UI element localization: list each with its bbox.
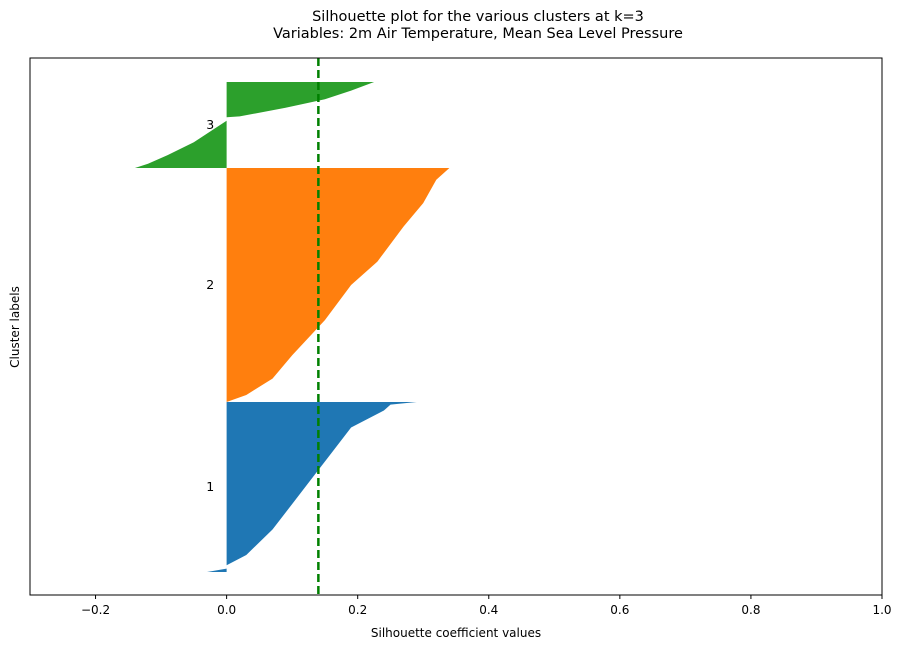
- plot-area: 1 2 3: [134, 58, 450, 595]
- axes-frame: [29, 57, 883, 596]
- chart-subtitle: Variables: 2m Air Temperature, Mean Sea …: [273, 26, 683, 42]
- x-tick-label: 0.8: [741, 603, 760, 617]
- x-tick-label: 1.0: [872, 603, 891, 617]
- cluster-2-silhouette: [226, 168, 450, 402]
- cluster-1-silhouette: [207, 402, 417, 572]
- x-tick-label: 0.0: [217, 603, 236, 617]
- cluster-1-label: 1: [206, 479, 214, 494]
- x-axis-label: Silhouette coefficient values: [371, 626, 541, 640]
- x-tick-label: 0.4: [479, 603, 498, 617]
- cluster-2-label: 2: [206, 277, 214, 292]
- chart-title: Silhouette plot for the various clusters…: [312, 9, 644, 25]
- x-tick-label: −0.2: [81, 603, 110, 617]
- x-tick-label: 0.6: [610, 603, 629, 617]
- cluster-3-label: 3: [206, 117, 214, 132]
- x-tick-label: 0.2: [348, 603, 367, 617]
- x-axis-ticks: −0.2 0.0 0.2 0.4 0.6 0.8 1.0: [81, 595, 892, 617]
- cluster-3-silhouette: [134, 82, 375, 168]
- y-axis-label: Cluster labels: [8, 286, 22, 368]
